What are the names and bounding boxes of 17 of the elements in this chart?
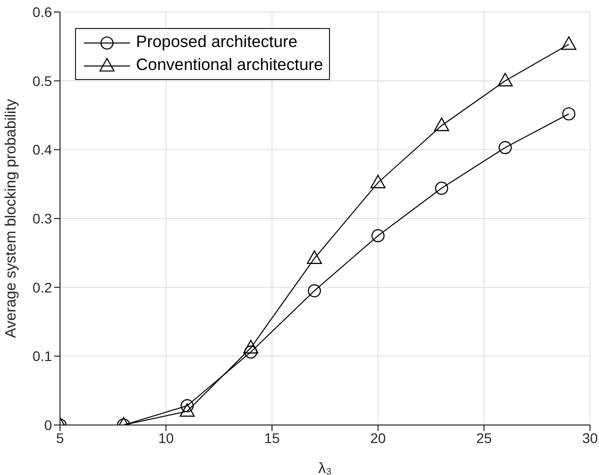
x-tick-label: 10 bbox=[158, 430, 174, 446]
y-tick-label: 0.1 bbox=[32, 348, 52, 364]
y-tick-label: 0.3 bbox=[32, 210, 52, 226]
y-tick-label: 0.4 bbox=[32, 142, 52, 158]
x-tick-label: 25 bbox=[476, 430, 492, 446]
x-tick-label: 15 bbox=[264, 430, 280, 446]
x-tick-label: 20 bbox=[370, 430, 386, 446]
y-tick-label: 0.6 bbox=[32, 4, 52, 20]
y-axis-title: Average system blocking probability bbox=[2, 98, 20, 338]
y-tick-label: 0.2 bbox=[32, 279, 52, 296]
x-tick-label: 30 bbox=[582, 430, 598, 446]
y-tick-label: 0.5 bbox=[32, 72, 52, 89]
y-tick-label: 0 bbox=[44, 416, 52, 433]
x-axis-title: λ₃ bbox=[318, 460, 332, 475]
x-tick-label: 5 bbox=[56, 430, 64, 446]
legend-label: Conventional architecture bbox=[136, 56, 324, 75]
legend-label: Proposed architecture bbox=[136, 33, 298, 52]
